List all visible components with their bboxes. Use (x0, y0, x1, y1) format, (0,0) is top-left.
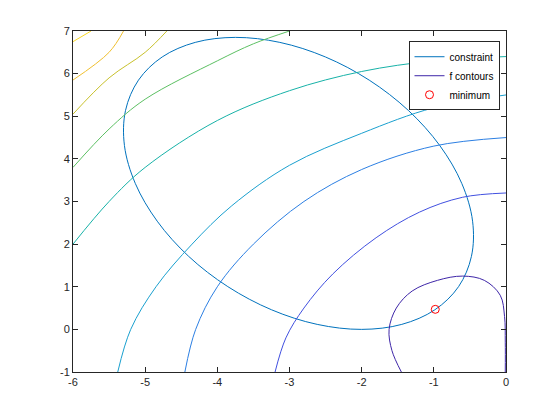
svg-text:5: 5 (64, 110, 70, 122)
svg-text:3: 3 (64, 195, 70, 207)
svg-text:minimum: minimum (450, 90, 491, 101)
svg-text:1: 1 (64, 281, 70, 293)
svg-text:constraint: constraint (450, 52, 494, 63)
svg-text:-2: -2 (357, 376, 367, 388)
svg-text:-3: -3 (285, 376, 295, 388)
svg-text:2: 2 (64, 238, 70, 250)
svg-text:4: 4 (64, 153, 70, 165)
svg-text:7: 7 (64, 25, 70, 37)
svg-text:-1: -1 (60, 366, 70, 378)
svg-text:-5: -5 (140, 376, 150, 388)
svg-text:0: 0 (503, 376, 509, 388)
svg-text:0: 0 (64, 323, 70, 335)
svg-text:-6: -6 (68, 376, 78, 388)
svg-text:6: 6 (64, 67, 70, 79)
svg-text:f contours: f contours (450, 71, 494, 82)
svg-text:-1: -1 (429, 376, 439, 388)
svg-text:-4: -4 (212, 376, 222, 388)
